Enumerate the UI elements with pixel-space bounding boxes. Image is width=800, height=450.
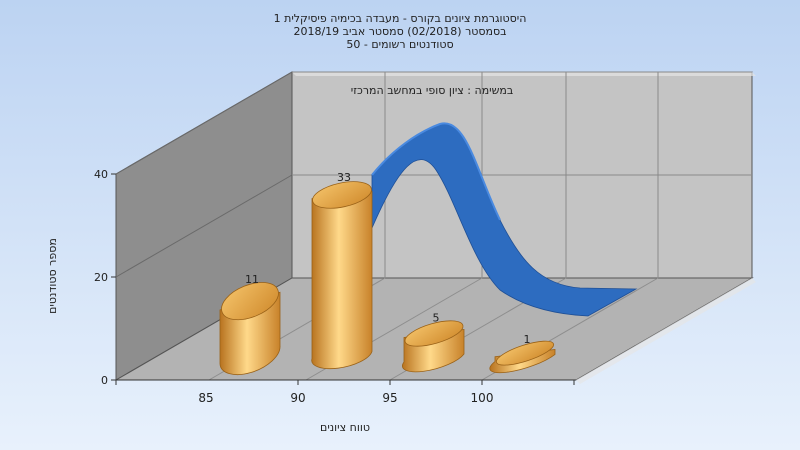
y-tick-label: 20 xyxy=(94,271,108,284)
chart-title-line-2: בסמסטר (02/2018) סמסטר אביב 2018/19 xyxy=(293,25,506,38)
y-axis-title: מספר סטודנטים xyxy=(46,238,59,314)
bar-cap xyxy=(495,340,555,366)
bar-body xyxy=(311,190,373,370)
bar-90: 33 xyxy=(311,171,373,370)
data-label: 11 xyxy=(245,273,259,286)
bar-85: 11 xyxy=(219,273,281,376)
curve-highlight xyxy=(371,122,501,221)
x-tick-label: 85 xyxy=(198,391,213,405)
y-tick-label: 40 xyxy=(94,168,108,181)
data-label: 1 xyxy=(524,333,531,346)
y-tick-label: 0 xyxy=(101,374,108,387)
axis-ticks: 0 20 40 85 90 95 100 xyxy=(94,168,576,405)
x-tick-label: 100 xyxy=(471,391,494,405)
floor-front-edge xyxy=(576,278,756,384)
chart-subtitle: במשימה : ציון סופי במחשב המרכזי xyxy=(351,84,514,97)
bar-95: 5 xyxy=(401,312,465,373)
data-label: 5 xyxy=(433,312,440,325)
x-tick-label: 90 xyxy=(290,391,305,405)
bars: 11 33 5 1 xyxy=(219,171,556,376)
bar-cap xyxy=(404,320,464,347)
chart-title-line-1: היסטוגרמת ציונים בקורס - מעבדה בכימיה פי… xyxy=(274,12,527,25)
gridline-side xyxy=(115,174,293,278)
chart-title-line-3: סטודנטים רשומים - 50 xyxy=(346,38,453,51)
gridline-side xyxy=(115,71,293,175)
data-label: 33 xyxy=(337,171,351,184)
x-tick-label: 95 xyxy=(382,391,397,405)
x-axis-title: טווח ציונים xyxy=(320,421,370,434)
bar-cap xyxy=(312,181,372,209)
bar-cap xyxy=(221,282,279,321)
distribution-curve xyxy=(371,122,638,317)
bar-100: 1 xyxy=(489,333,556,374)
wall-top-edge xyxy=(292,72,756,76)
